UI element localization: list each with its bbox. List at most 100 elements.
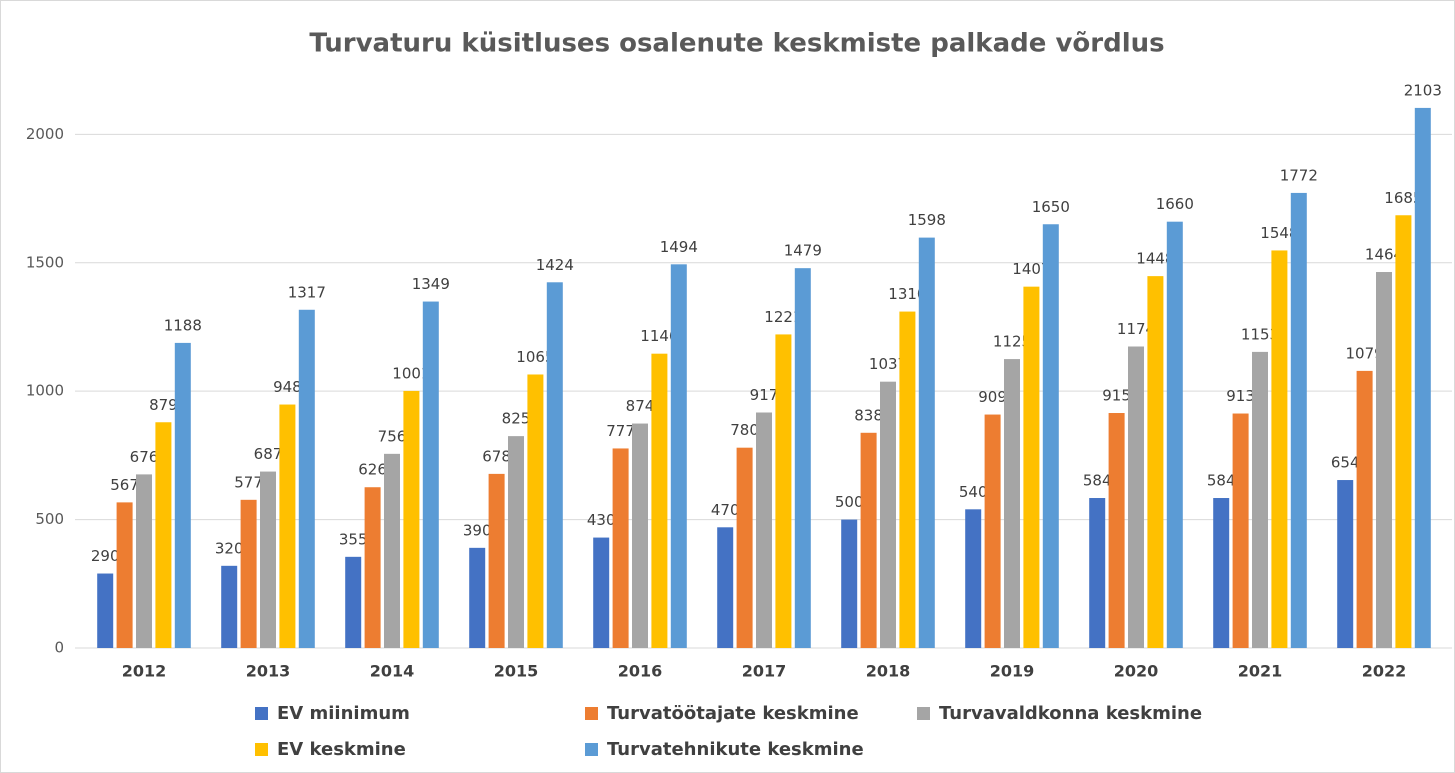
y-tick-label: 1500 bbox=[26, 253, 64, 271]
data-label: 879 bbox=[149, 396, 178, 414]
bar bbox=[717, 527, 734, 648]
data-label: 1464 bbox=[1365, 246, 1403, 264]
bar bbox=[632, 423, 648, 648]
bar bbox=[422, 301, 439, 648]
bar bbox=[260, 471, 276, 648]
data-label: 874 bbox=[626, 397, 655, 415]
bar bbox=[298, 309, 315, 648]
data-label: 909 bbox=[978, 388, 1007, 406]
data-label: 584 bbox=[1083, 472, 1112, 490]
x-tick-label: 2016 bbox=[618, 662, 663, 681]
bar bbox=[279, 404, 296, 648]
bar bbox=[775, 334, 792, 648]
x-tick-label: 2022 bbox=[1362, 662, 1407, 681]
data-label: 825 bbox=[502, 410, 531, 428]
bar bbox=[116, 502, 133, 648]
data-label: 948 bbox=[273, 378, 302, 396]
bar bbox=[1376, 272, 1392, 648]
data-label: 1188 bbox=[164, 316, 202, 334]
data-label: 838 bbox=[854, 406, 883, 424]
x-tick-label: 2012 bbox=[122, 662, 167, 681]
data-label: 1310 bbox=[888, 285, 926, 303]
data-label: 470 bbox=[711, 501, 740, 519]
data-label: 1660 bbox=[1156, 195, 1194, 213]
x-tick-label: 2015 bbox=[494, 662, 539, 681]
data-label: 1772 bbox=[1280, 166, 1318, 184]
bar bbox=[469, 547, 486, 648]
legend-label: EV miinimum bbox=[277, 703, 410, 724]
bar bbox=[403, 390, 420, 648]
data-label: 687 bbox=[254, 445, 283, 463]
legend-label: Turvatehnikute keskmine bbox=[607, 739, 864, 760]
data-label: 1221 bbox=[764, 308, 802, 326]
bar bbox=[984, 414, 1001, 648]
bar bbox=[1108, 413, 1125, 648]
data-label: 2103 bbox=[1404, 81, 1442, 99]
bar bbox=[155, 422, 172, 648]
bar bbox=[136, 474, 152, 648]
bar bbox=[1356, 370, 1373, 648]
data-label: 1598 bbox=[908, 211, 946, 229]
data-label: 780 bbox=[730, 421, 759, 439]
bar bbox=[384, 453, 400, 648]
bar bbox=[1337, 480, 1354, 648]
data-label: 540 bbox=[959, 483, 988, 501]
bar bbox=[1290, 192, 1307, 648]
y-tick-label: 500 bbox=[35, 510, 64, 528]
bar bbox=[508, 436, 524, 648]
bar bbox=[488, 473, 505, 648]
bar bbox=[1232, 413, 1249, 648]
data-label: 1424 bbox=[536, 256, 574, 274]
bar bbox=[1023, 286, 1040, 648]
data-label: 1001 bbox=[392, 364, 430, 382]
legend-label: Turvatöötajate keskmine bbox=[607, 703, 859, 724]
bar bbox=[736, 447, 753, 648]
bar bbox=[965, 509, 982, 648]
data-label: 577 bbox=[234, 473, 263, 491]
data-label: 913 bbox=[1226, 387, 1255, 405]
data-label: 1317 bbox=[288, 283, 326, 301]
bar bbox=[221, 565, 238, 648]
x-tick-label: 2017 bbox=[742, 662, 787, 681]
x-tick-label: 2021 bbox=[1238, 662, 1283, 681]
bar bbox=[1128, 346, 1144, 648]
data-label: 1494 bbox=[660, 238, 698, 256]
bar bbox=[527, 374, 544, 648]
legend-swatch bbox=[585, 707, 598, 720]
data-label: 430 bbox=[587, 511, 616, 529]
data-label: 917 bbox=[750, 386, 779, 404]
bar bbox=[546, 282, 563, 648]
data-label: 390 bbox=[463, 521, 492, 539]
bar bbox=[345, 556, 362, 648]
bar bbox=[1414, 107, 1431, 648]
data-label: 1548 bbox=[1260, 224, 1298, 242]
data-label: 1349 bbox=[412, 275, 450, 293]
data-label: 756 bbox=[378, 427, 407, 445]
data-label: 567 bbox=[110, 476, 139, 494]
bar bbox=[841, 519, 858, 648]
legend-swatch bbox=[255, 707, 268, 720]
x-tick-label: 2014 bbox=[370, 662, 415, 681]
bar bbox=[899, 311, 916, 648]
data-label: 1125 bbox=[993, 333, 1031, 351]
bar bbox=[794, 268, 811, 648]
bar bbox=[240, 499, 257, 648]
data-label: 1146 bbox=[640, 327, 678, 345]
data-label: 1037 bbox=[869, 355, 907, 373]
bar bbox=[1089, 498, 1106, 648]
data-label: 1650 bbox=[1032, 198, 1070, 216]
data-label: 1153 bbox=[1241, 325, 1279, 343]
y-tick-label: 0 bbox=[54, 639, 64, 657]
x-tick-label: 2013 bbox=[246, 662, 291, 681]
bar bbox=[1252, 351, 1268, 648]
data-label: 1174 bbox=[1117, 320, 1155, 338]
bar bbox=[1395, 215, 1412, 649]
data-label: 1479 bbox=[784, 242, 822, 260]
data-label: 500 bbox=[835, 493, 864, 511]
y-tick-label: 2000 bbox=[26, 125, 64, 143]
bar bbox=[97, 573, 114, 648]
data-label: 676 bbox=[130, 448, 159, 466]
data-label: 1079 bbox=[1346, 344, 1384, 362]
